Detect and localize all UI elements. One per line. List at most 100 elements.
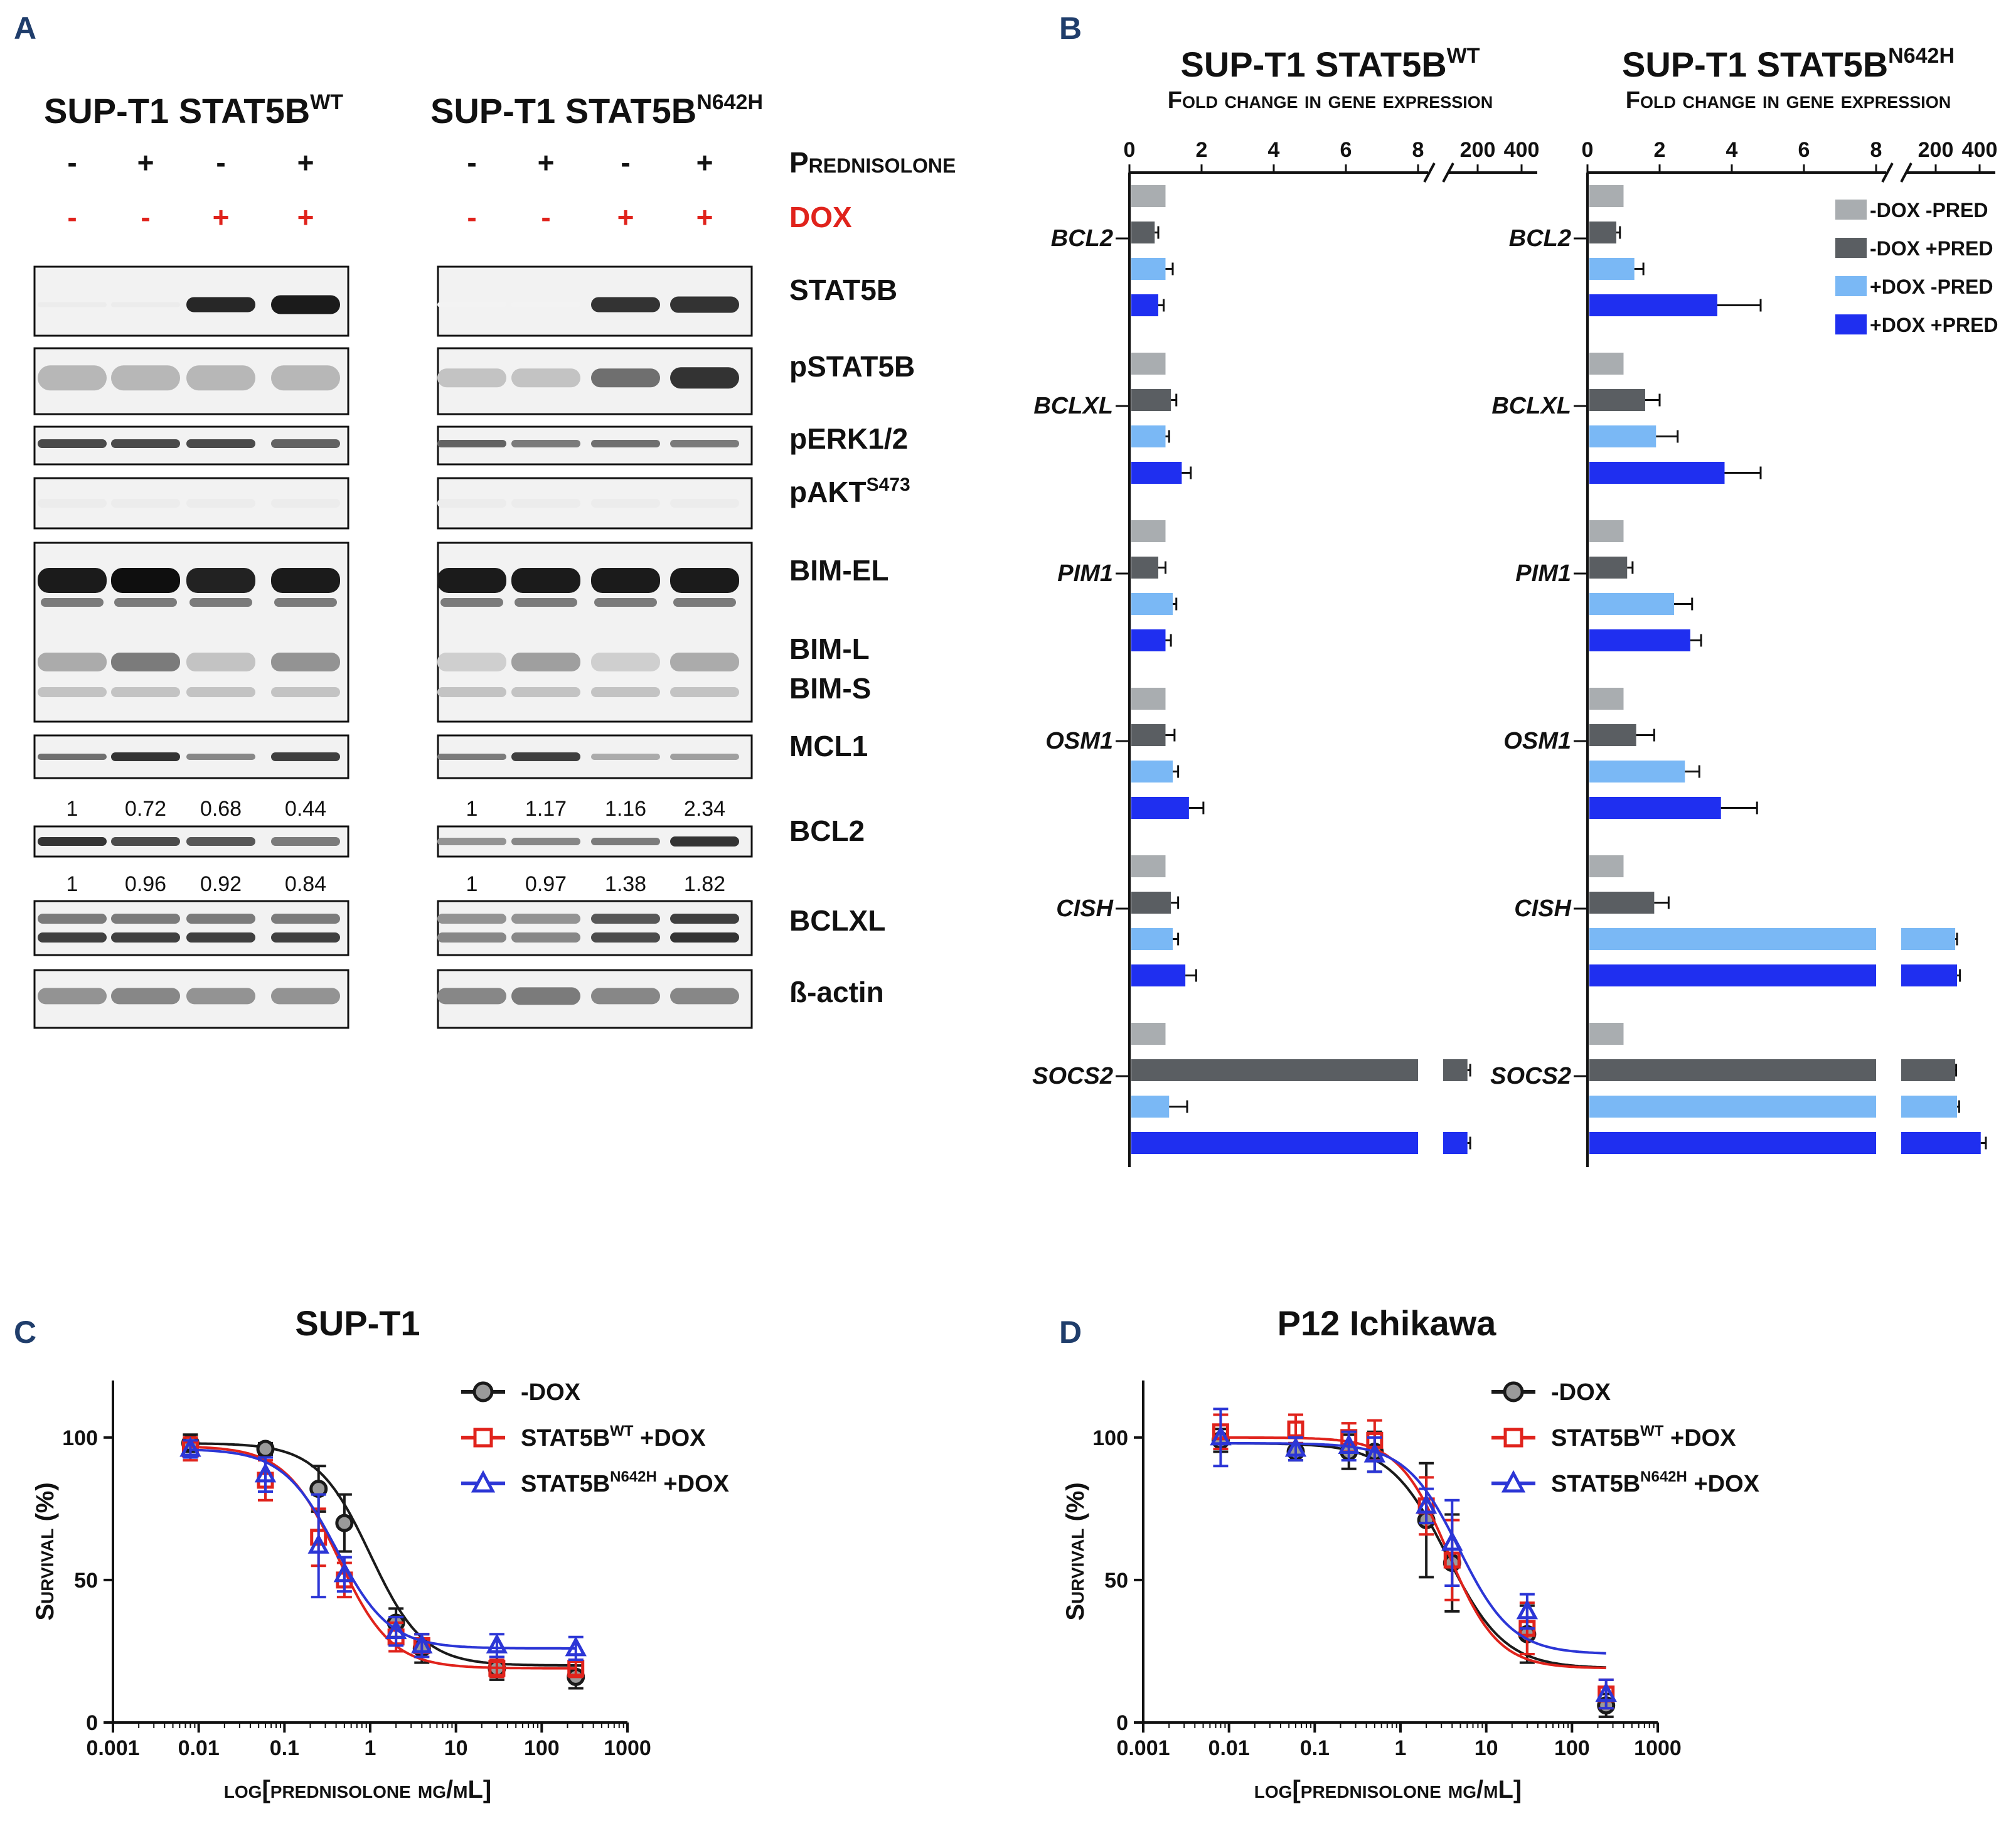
expression-bar bbox=[1131, 593, 1173, 615]
expression-bar bbox=[1901, 1096, 1958, 1118]
legend-swatch bbox=[1835, 200, 1867, 220]
expression-bar bbox=[1589, 1023, 1624, 1045]
y-tick-label: 50 bbox=[1104, 1569, 1128, 1593]
blot-box-bclxl bbox=[33, 900, 349, 956]
x-tick-label: 0.1 bbox=[1300, 1736, 1330, 1760]
y-tick-label: 0 bbox=[1116, 1711, 1128, 1735]
expression-bar bbox=[1131, 222, 1155, 243]
x-tick-label: 1 bbox=[365, 1736, 376, 1760]
blot-band bbox=[437, 653, 506, 671]
blot-band bbox=[271, 687, 340, 697]
blot-band bbox=[38, 302, 107, 307]
prednisolone-sign: + bbox=[297, 146, 314, 179]
blot-band bbox=[271, 499, 340, 508]
data-point bbox=[1284, 1436, 1307, 1457]
bar-axis-tick-label: 2 bbox=[1196, 138, 1208, 162]
gene-label: SOCS2 bbox=[1032, 1063, 1113, 1089]
gene-label: PIM1 bbox=[1057, 560, 1113, 587]
blot-band bbox=[111, 752, 180, 761]
data-point bbox=[1441, 1530, 1463, 1551]
expression-bar bbox=[1589, 222, 1616, 243]
blot-title-n642h: SUP-T1 STAT5BN642H bbox=[430, 90, 763, 131]
bclxl-quant-value: 0.84 bbox=[285, 872, 326, 896]
blot-band bbox=[670, 568, 739, 593]
blot-band bbox=[437, 302, 506, 307]
data-point bbox=[335, 1514, 354, 1532]
expression-bar bbox=[1589, 688, 1624, 710]
fit-curve bbox=[190, 1445, 576, 1670]
blot-band bbox=[38, 568, 107, 593]
axis-break-mark bbox=[1881, 163, 1894, 183]
fit-curve bbox=[190, 1442, 576, 1667]
protein-label: BIM-S bbox=[789, 672, 871, 705]
blot-band bbox=[591, 653, 660, 671]
bclxl-quant-value: 0.96 bbox=[125, 872, 166, 896]
dox-sign: + bbox=[696, 201, 713, 233]
x-tick-label: 0.001 bbox=[1116, 1736, 1170, 1760]
blot-band bbox=[437, 838, 506, 845]
data-point bbox=[179, 1436, 201, 1457]
blot-band bbox=[186, 754, 255, 760]
data-point bbox=[1287, 1420, 1304, 1438]
panel-label-c: C bbox=[14, 1315, 36, 1350]
blot-band bbox=[437, 440, 506, 447]
expression-bar bbox=[1589, 797, 1721, 819]
blot-band bbox=[186, 365, 255, 391]
blot-band bbox=[591, 754, 660, 760]
blot-band bbox=[437, 499, 506, 508]
blot-band bbox=[41, 598, 104, 607]
blot-band bbox=[437, 368, 506, 388]
bar-axis-tick-label: 2 bbox=[1654, 138, 1666, 162]
blot-band bbox=[511, 752, 580, 761]
bcl2-quant-value: 1.16 bbox=[605, 797, 646, 821]
axis-break-mark bbox=[1423, 163, 1436, 183]
expression-bar bbox=[1589, 724, 1636, 746]
prednisolone-label: Prednisolone bbox=[789, 146, 956, 179]
legend-marker bbox=[1501, 1470, 1526, 1493]
expression-bar bbox=[1589, 1096, 1876, 1118]
bar-axis-tick-label: 6 bbox=[1798, 138, 1810, 162]
protein-label: BIM-L bbox=[789, 633, 870, 665]
blot-band bbox=[437, 932, 506, 943]
gene-label: CISH bbox=[1056, 895, 1114, 922]
dox-sign: - bbox=[467, 201, 476, 233]
x-tick-label: 0.01 bbox=[1208, 1736, 1250, 1760]
x-tick-label: 0.001 bbox=[86, 1736, 139, 1760]
data-point bbox=[385, 1619, 407, 1640]
blot-band bbox=[591, 838, 660, 845]
expression-bar bbox=[1131, 425, 1166, 447]
expression-bar bbox=[1589, 185, 1624, 207]
y-tick-label: 50 bbox=[74, 1569, 98, 1593]
protein-label: ß-actin bbox=[789, 976, 884, 1008]
data-point bbox=[1595, 1682, 1617, 1702]
dox-sign: - bbox=[541, 201, 550, 233]
blot-band bbox=[271, 932, 340, 943]
expression-bar bbox=[1131, 688, 1166, 710]
bclxl-quant-value: 0.97 bbox=[525, 872, 567, 896]
legend-marker bbox=[1503, 1428, 1523, 1448]
legend-marker bbox=[473, 1428, 493, 1448]
bar-legend: -DOX -PRED -DOX +PRED +DOX -PRED +DOX +PRED bbox=[1835, 199, 1998, 336]
blot-band bbox=[673, 598, 736, 607]
bar-chart-subtitle: Fold change in gene expression bbox=[1626, 87, 1951, 114]
prednisolone-sign: - bbox=[216, 146, 225, 179]
blot-band bbox=[271, 295, 340, 314]
expression-bar bbox=[1589, 892, 1655, 914]
expression-bar bbox=[1901, 964, 1958, 986]
blot-band bbox=[111, 499, 180, 508]
blot-band bbox=[670, 754, 739, 760]
dox-sign: - bbox=[141, 201, 150, 233]
bar-axis-tick-label: 6 bbox=[1340, 138, 1352, 162]
panel-label-d: D bbox=[1059, 1315, 1082, 1350]
bar-axis-tick-label: 200 bbox=[1918, 138, 1954, 162]
blot-band bbox=[111, 439, 180, 448]
expression-bar bbox=[1589, 629, 1690, 651]
blot-band bbox=[38, 754, 107, 760]
fit-curve bbox=[190, 1448, 576, 1650]
blot-band bbox=[594, 598, 657, 607]
prednisolone-sign: - bbox=[467, 146, 476, 179]
blot-band bbox=[511, 838, 580, 845]
data-point bbox=[307, 1534, 329, 1554]
expression-bar bbox=[1589, 855, 1624, 877]
gene-label: CISH bbox=[1514, 895, 1572, 922]
